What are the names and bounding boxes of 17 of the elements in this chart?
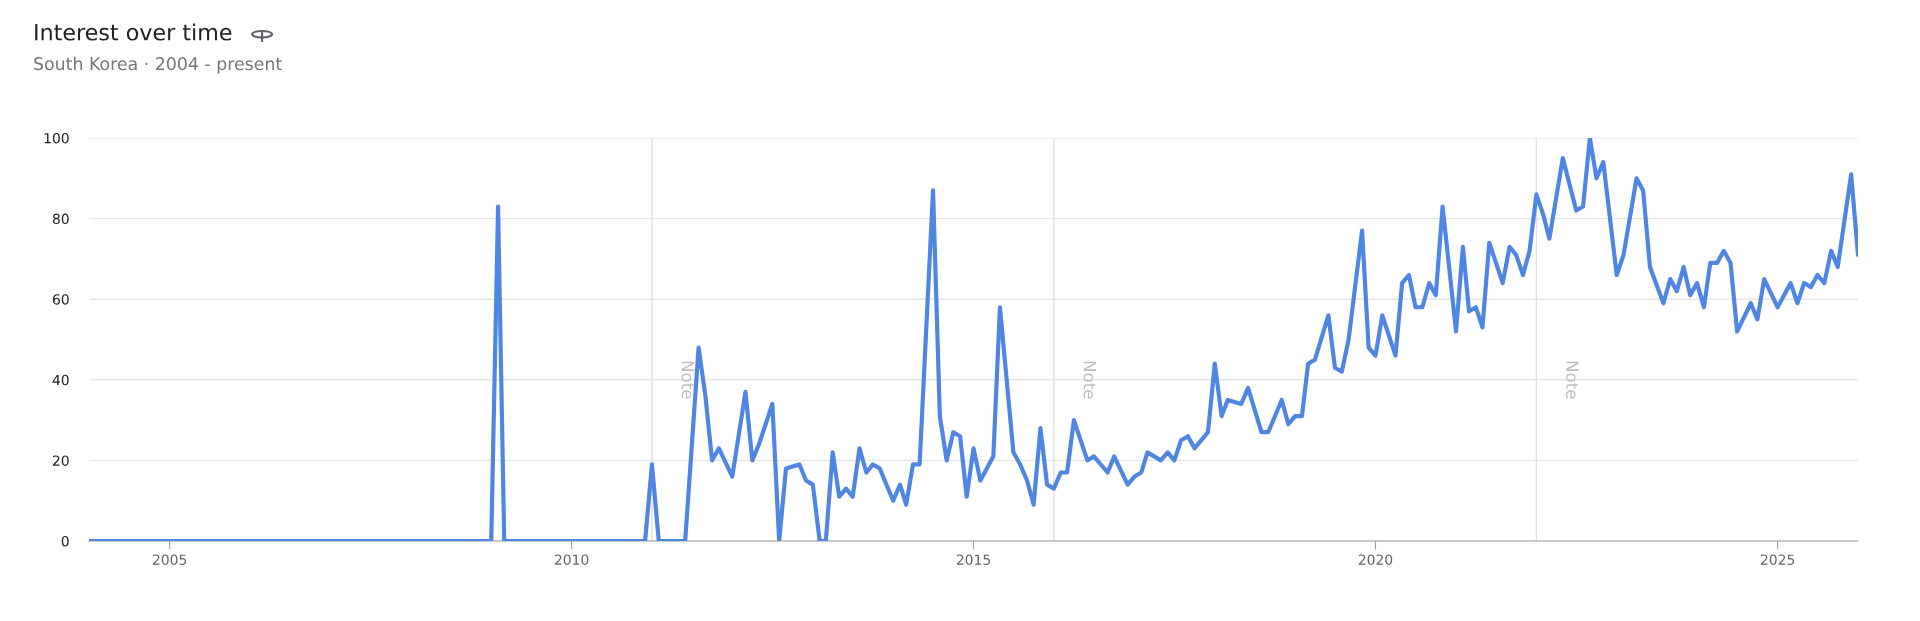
y-tick-label: 20	[52, 455, 69, 466]
x-tick-label: 2015	[956, 554, 990, 565]
ref-line-label: Note	[681, 361, 694, 399]
chart-title: Interest over time	[35, 23, 232, 41]
x-tick-label: 2005	[153, 554, 187, 565]
y-tick-label: 100	[44, 132, 69, 144]
y-tick-label: 80	[52, 213, 69, 225]
line-series	[89, 137, 1858, 542]
x-tick-label: 2025	[1760, 554, 1795, 565]
y-tick-label: 0	[61, 535, 69, 547]
ref-line-label: Note	[1566, 361, 1579, 399]
x-tick-label: 2020	[1358, 554, 1393, 565]
y-tick-label: 40	[52, 374, 69, 386]
ref-line-label: Note	[1083, 361, 1096, 399]
x-tick-label: 2010	[554, 554, 589, 565]
chart-subtitle: South Korea · 2004 - present	[34, 56, 282, 74]
y-tick-label: 60	[52, 294, 69, 305]
